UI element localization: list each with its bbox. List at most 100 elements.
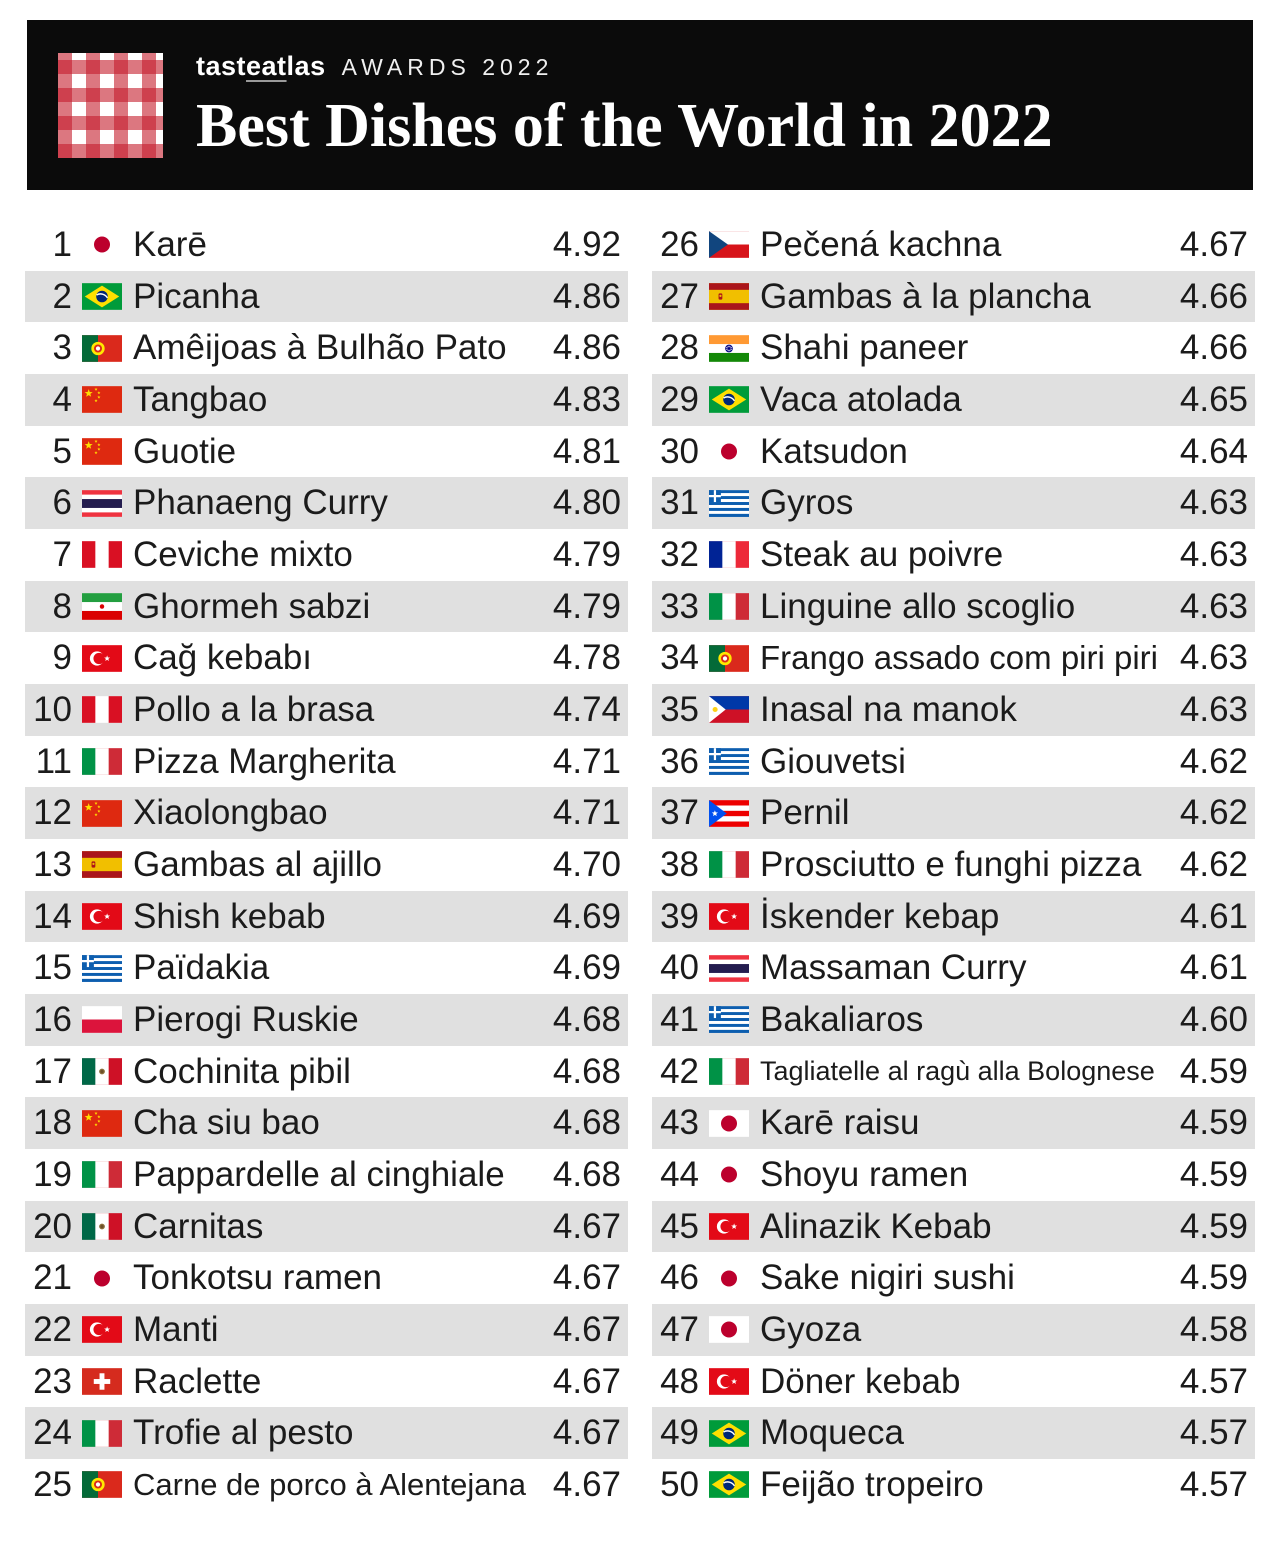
flag-portugal-icon (82, 1471, 122, 1499)
flag-italy-icon (709, 851, 749, 879)
rank-number: 30 (660, 431, 699, 471)
list-row-rank-8: 8 Ghormeh sabzi 4.79 (25, 580, 628, 633)
rank-number: 13 (33, 844, 72, 884)
dish-name: Moqueca (760, 1413, 904, 1453)
dish-name: Pappardelle al cinghiale (133, 1154, 505, 1194)
best-dishes-infographic: tasteatlas AWARDS 2022 Best Dishes of th… (0, 20, 1280, 1511)
flag-france-icon (709, 541, 749, 569)
rank-number: 24 (33, 1413, 72, 1453)
rank-number: 26 (660, 224, 699, 264)
rating-value: 4.63 (1179, 534, 1248, 574)
rating-value: 4.66 (1179, 328, 1248, 368)
dish-name: Prosciutto e funghi pizza (760, 844, 1142, 884)
rank-number: 49 (660, 1413, 699, 1453)
list-row-rank-25: 25 Carne de porco à Alentejana 4.67 (25, 1459, 628, 1511)
rating-value: 4.57 (1179, 1413, 1248, 1453)
rank-number: 27 (660, 276, 699, 316)
rating-value: 4.74 (552, 689, 621, 729)
flag-japan-icon (709, 1316, 749, 1344)
list-row-rank-44: 44 Shoyu ramen 4.59 (652, 1149, 1255, 1201)
rank-number: 31 (660, 483, 699, 523)
flag-switzerland-icon (82, 1368, 122, 1395)
rank-number: 22 (33, 1309, 72, 1349)
list-row-rank-46: 46 Sake nigiri sushi 4.59 (652, 1252, 1255, 1304)
flag-turkey-icon (82, 644, 122, 672)
rank-number: 15 (33, 948, 72, 988)
list-row-rank-32: 32 Steak au poivre 4.63 (652, 529, 1255, 581)
dish-name: Giouvetsi (760, 741, 906, 781)
list-row-rank-11: 11 Pizza Margherita 4.71 (25, 736, 628, 788)
flag-turkey-icon (82, 903, 122, 930)
list-row-rank-19: 19 Pappardelle al cinghiale 4.68 (25, 1149, 628, 1201)
flag-czechia-icon (709, 231, 749, 259)
list-row-rank-22: 22 Manti 4.67 (25, 1304, 628, 1356)
brand-part-post: las (286, 50, 326, 81)
rating-value: 4.86 (552, 328, 621, 368)
rank-number: 12 (33, 793, 72, 833)
rating-value: 4.79 (552, 534, 621, 574)
rank-number: 33 (660, 586, 699, 626)
list-row-rank-9: 9 Cağ kebabı 4.78 (25, 632, 628, 684)
dish-name: Döner kebab (760, 1361, 961, 1401)
list-row-rank-48: 48 Döner kebab 4.57 (652, 1356, 1255, 1408)
list-row-rank-37: 37 Pernil 4.62 (652, 787, 1255, 840)
rating-value: 4.67 (552, 1206, 621, 1246)
rank-number: 21 (33, 1258, 72, 1298)
rank-number: 34 (660, 638, 699, 678)
dish-name: Guotie (133, 431, 237, 471)
dish-name: Carnitas (133, 1206, 264, 1246)
dish-name: Frango assado com piri piri (760, 639, 1158, 677)
dish-name: Trofie al pesto (133, 1413, 354, 1453)
rating-value: 4.68 (552, 1103, 621, 1143)
flag-thailand-icon (82, 489, 122, 517)
rank-number: 17 (33, 1051, 72, 1091)
list-row-rank-47: 47 Gyoza 4.58 (652, 1304, 1255, 1356)
list-row-rank-3: 3 Amêijoas à Bulhão Pato 4.86 (25, 322, 628, 374)
list-row-rank-31: 31 Gyros 4.63 (652, 477, 1255, 530)
dish-name: Tagliatelle al ragù alla Bolognese (760, 1056, 1155, 1087)
rating-value: 4.81 (552, 431, 621, 471)
list-row-rank-30: 30 Katsudon 4.64 (652, 426, 1255, 478)
list-row-rank-35: 35 Inasal na manok 4.63 (652, 684, 1255, 736)
list-row-rank-34: 34 Frango assado com piri piri 4.63 (652, 632, 1255, 684)
dish-name: Shahi paneer (760, 328, 969, 368)
dish-name: Gambas al ajillo (133, 844, 382, 884)
rating-value: 4.63 (1179, 689, 1248, 729)
rating-value: 4.62 (1179, 793, 1248, 833)
list-row-rank-1: 1 Karē 4.92 (25, 219, 628, 271)
flag-mexico-icon (82, 1058, 122, 1085)
rank-number: 39 (660, 896, 699, 936)
list-row-rank-40: 40 Massaman Curry 4.61 (652, 942, 1255, 994)
dish-name: Feijão tropeiro (760, 1464, 984, 1504)
flag-greece-icon (709, 748, 749, 775)
flag-thailand-icon (709, 954, 749, 982)
flag-philippines-icon (709, 696, 749, 724)
rating-value: 4.63 (1179, 483, 1248, 523)
flag-peru-icon (82, 696, 122, 724)
rank-number: 18 (33, 1103, 72, 1143)
dish-name: Shoyu ramen (760, 1154, 969, 1194)
rating-value: 4.63 (1179, 586, 1248, 626)
flag-turkey-icon (709, 903, 749, 930)
flag-brazil-icon (709, 1419, 749, 1447)
list-row-rank-28: 28 Shahi paneer 4.66 (652, 322, 1255, 374)
dish-name: Karē (133, 224, 207, 264)
list-row-rank-15: 15 Païdakia 4.69 (25, 942, 628, 994)
rating-value: 4.59 (1179, 1051, 1248, 1091)
rank-number: 44 (660, 1154, 699, 1194)
dish-name: Gyros (760, 483, 854, 523)
dish-name: Pierogi Ruskie (133, 999, 359, 1039)
brand-line: tasteatlas AWARDS 2022 (196, 51, 1053, 82)
awards-label: AWARDS 2022 (341, 53, 554, 80)
flag-italy-icon (82, 748, 122, 775)
rank-number: 48 (660, 1361, 699, 1401)
dish-name: Païdakia (133, 948, 270, 988)
rating-value: 4.68 (552, 1154, 621, 1194)
rank-number: 35 (660, 689, 699, 729)
dish-name: Xiaolongbao (133, 793, 328, 833)
flag-turkey-icon (709, 1213, 749, 1240)
list-row-rank-50: 50 Feijão tropeiro 4.57 (652, 1459, 1255, 1511)
rating-value: 4.65 (1179, 379, 1248, 419)
rating-value: 4.59 (1179, 1154, 1248, 1194)
list-row-rank-42: 42 Tagliatelle al ragù alla Bolognese 4.59 (652, 1046, 1255, 1098)
